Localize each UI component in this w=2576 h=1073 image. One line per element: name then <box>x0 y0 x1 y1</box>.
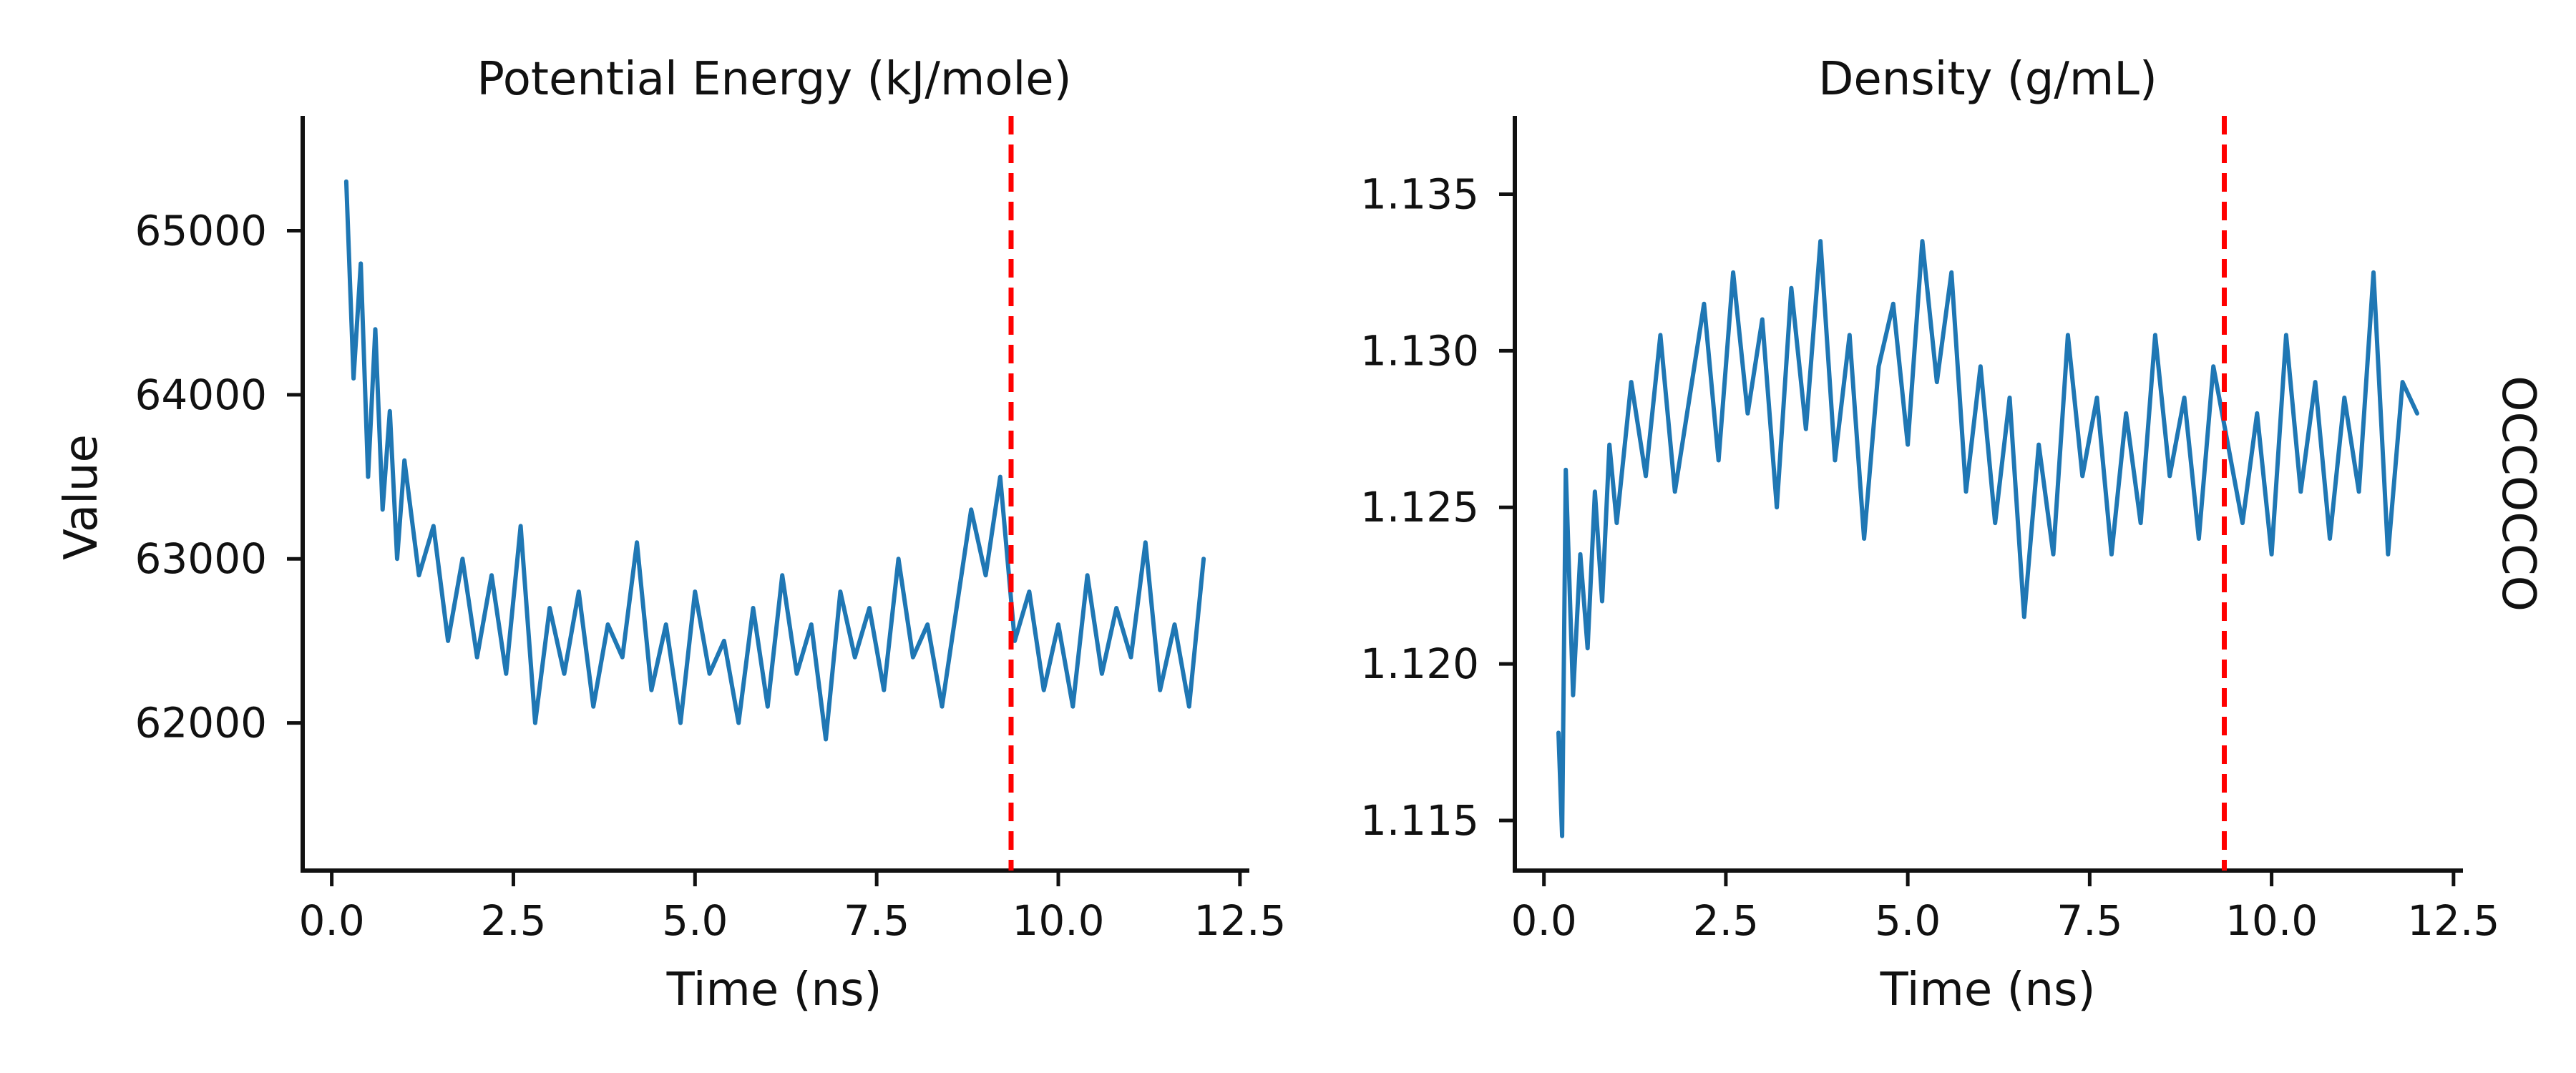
y-tick-label: 1.125 <box>1360 483 1479 531</box>
x-tick-label: 2.5 <box>1693 896 1759 945</box>
axis-ticks: 0.0 2.5 5.0 7.5 10.0 12.5 1.115 1.120 1.125 1.130… <box>1360 170 2499 945</box>
y-tick-label: 1.130 <box>1360 326 1479 375</box>
y-tick-label: 1.120 <box>1360 640 1479 688</box>
y-tick-label: 63000 <box>135 534 267 583</box>
chart-title: Density (g/mL) <box>1818 53 2157 106</box>
x-axis-label: Time (ns) <box>666 964 882 1016</box>
series-line <box>1556 239 2419 838</box>
y-axis-label: Value <box>55 434 108 560</box>
y-tick-label: 64000 <box>135 371 267 419</box>
potential-energy-panel: Potential Energy (kJ/mole) Time (ns) Val… <box>55 53 1286 1016</box>
x-tick-label: 5.0 <box>1875 896 1941 945</box>
side-label: OCCOCCO <box>2492 376 2545 612</box>
x-tick-label: 2.5 <box>480 896 546 945</box>
y-tick-label: 65000 <box>135 207 267 255</box>
y-tick-label: 1.115 <box>1360 796 1479 845</box>
series-line <box>343 179 1206 742</box>
y-tick-label: 62000 <box>135 699 267 748</box>
x-tick-label: 0.0 <box>1511 896 1577 945</box>
x-tick-label: 10.0 <box>2225 896 2318 945</box>
x-tick-label: 7.5 <box>2057 896 2122 945</box>
axis-ticks: 0.0 2.5 5.0 7.5 10.0 12.5 62000 63000 64000 65000 <box>135 207 1286 945</box>
chart-title: Potential Energy (kJ/mole) <box>477 53 1071 106</box>
x-tick-label: 12.5 <box>1194 896 1286 945</box>
x-tick-label: 7.5 <box>844 896 909 945</box>
x-tick-label: 12.5 <box>2407 896 2499 945</box>
x-tick-label: 5.0 <box>662 896 728 945</box>
y-tick-label: 1.135 <box>1360 170 1479 218</box>
x-axis-label: Time (ns) <box>1880 964 2096 1016</box>
x-tick-label: 0.0 <box>298 896 364 945</box>
density-panel: Density (g/mL) Time (ns) 0.0 2.5 5.0 7.5 10.… <box>1360 53 2499 1016</box>
x-tick-label: 10.0 <box>1012 896 1104 945</box>
